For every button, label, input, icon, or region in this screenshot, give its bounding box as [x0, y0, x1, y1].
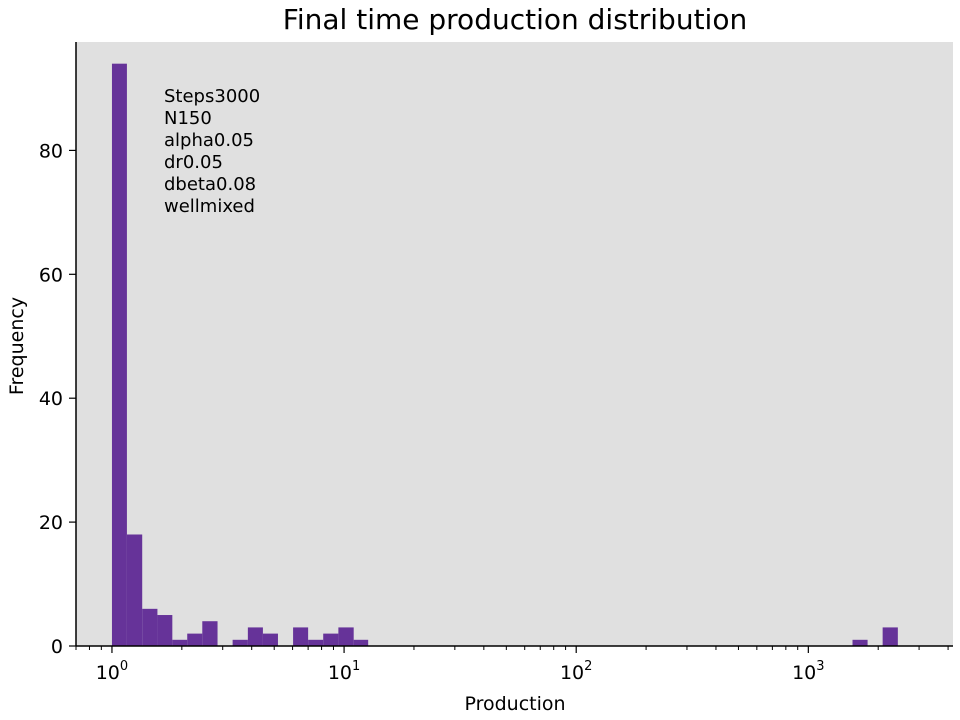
histogram-bar	[293, 627, 309, 646]
histogram-bar	[353, 639, 369, 646]
y-tick-label: 0	[51, 636, 63, 658]
histogram-bar	[323, 633, 339, 646]
y-tick-label: 40	[39, 388, 63, 410]
histogram-bar	[187, 633, 203, 646]
histogram-bar	[111, 63, 127, 646]
annotation-line: wellmixed	[164, 196, 255, 217]
histogram-bar	[338, 627, 354, 646]
annotation-line: alpha0.05	[164, 130, 254, 151]
annotation-line: Steps3000	[164, 86, 260, 107]
histogram-bar	[202, 621, 218, 646]
plot-area-background	[76, 42, 953, 646]
histogram-bar	[172, 639, 188, 646]
parameter-annotation: Steps3000N150alpha0.05dr0.05dbeta0.08wel…	[164, 86, 260, 217]
annotation-line: dr0.05	[164, 152, 223, 173]
histogram-bar	[262, 633, 278, 646]
bars-group	[111, 63, 898, 646]
histogram-bar	[232, 639, 248, 646]
y-axis-label: Frequency	[6, 297, 28, 395]
y-tick-label: 80	[39, 140, 63, 162]
annotation-line: dbeta0.08	[164, 174, 256, 195]
x-axis-label: Production	[464, 693, 565, 715]
histogram-bar	[852, 639, 868, 646]
annotation-line: N150	[164, 108, 212, 129]
y-ticks-group: 0 20 40 60 80	[39, 140, 76, 658]
histogram-bar	[126, 534, 143, 646]
histogram-bar	[308, 639, 324, 646]
x-ticks-group: 100 101 102 103	[75, 646, 949, 684]
y-tick-label: 60	[39, 264, 63, 286]
chart-title: Final time production distribution	[283, 3, 747, 36]
histogram-bar	[157, 615, 173, 646]
y-tick-label: 20	[39, 512, 63, 534]
x-tick-label: 101	[328, 659, 360, 684]
histogram-bar	[882, 627, 898, 646]
histogram-bar	[247, 627, 263, 646]
x-tick-label: 103	[792, 659, 824, 684]
x-tick-label: 100	[96, 659, 128, 684]
x-tick-label: 102	[560, 659, 592, 684]
histogram-bar	[142, 608, 158, 646]
